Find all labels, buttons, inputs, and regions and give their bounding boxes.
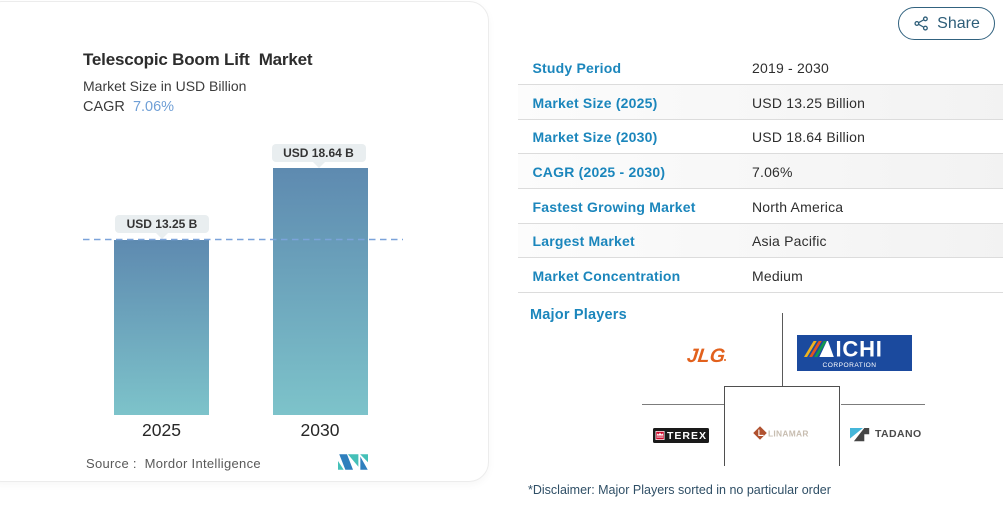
svg-text:CORPORATION: CORPORATION (822, 362, 876, 369)
svg-text:ICHI: ICHI (836, 337, 883, 362)
svg-text:TEREX: TEREX (667, 430, 707, 442)
svg-text:LINAMAR: LINAMAR (768, 429, 809, 439)
